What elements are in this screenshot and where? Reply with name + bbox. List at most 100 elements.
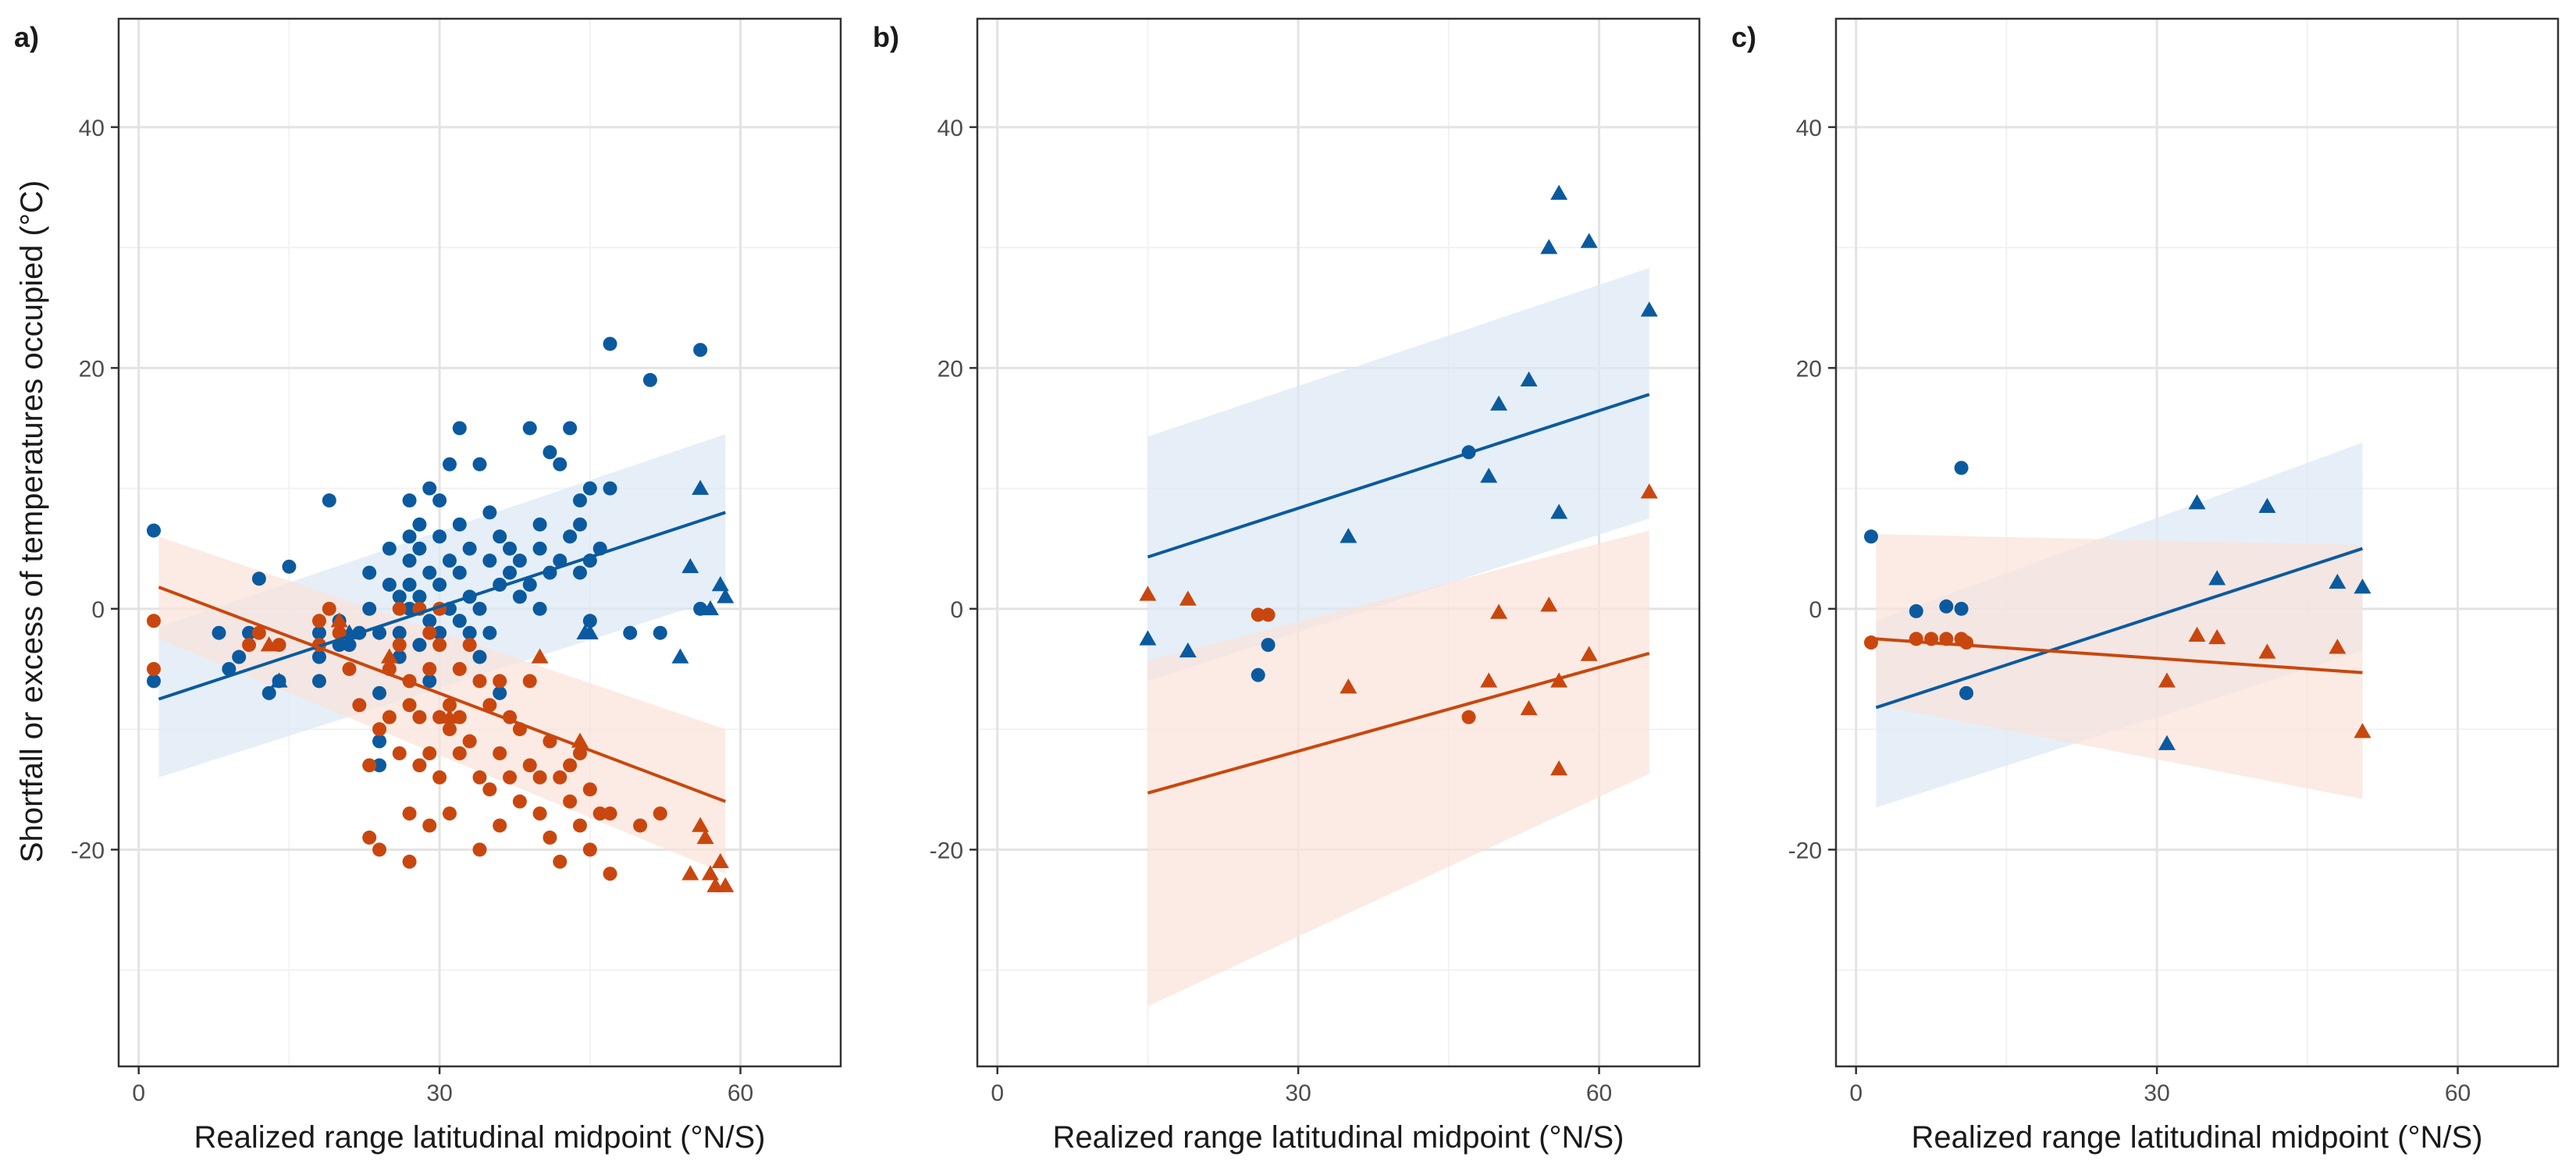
point-circle-orange (493, 818, 507, 833)
point-circle-blue (251, 571, 266, 586)
panel-border (117, 17, 842, 1068)
x-axis-title: Realized range latitudinal midpoint (°N/… (194, 1120, 766, 1155)
point-triangle-blue (681, 557, 699, 574)
point-circle-orange (1909, 632, 1923, 646)
x-tick-label: 30 (2144, 1080, 2169, 1106)
point-circle-blue (1909, 603, 1923, 618)
y-tick-label: 40 (1796, 116, 1822, 141)
point-circle-orange (146, 614, 161, 628)
point-circle-blue (512, 553, 527, 568)
panel-border (1834, 17, 2560, 1068)
point-circle-orange (332, 625, 347, 640)
panel-label: b) (873, 21, 899, 53)
point-circle-blue (412, 638, 427, 653)
x-tick-label: 0 (132, 1080, 145, 1106)
point-triangle-orange (1179, 590, 1197, 606)
point-circle-blue (412, 589, 427, 604)
y-tick-label: 40 (79, 116, 105, 141)
point-triangle-orange (717, 877, 735, 892)
fit-line-blue (158, 511, 726, 701)
point-circle-orange (572, 746, 587, 760)
fit-line-blue (1147, 393, 1650, 559)
point-circle-orange (422, 818, 437, 833)
point-circle-orange (1251, 607, 1265, 622)
point-circle-blue (362, 565, 377, 580)
point-circle-orange (1863, 635, 1878, 650)
point-circle-orange (342, 661, 357, 676)
point-triangle-blue (1540, 239, 1558, 254)
point-triangle-blue (1490, 395, 1508, 411)
y-axis-title: Shortfall or excess of temperatures occu… (15, 180, 49, 863)
x-tick-label: 60 (1586, 1080, 1612, 1106)
point-circle-orange (553, 770, 568, 785)
point-circle-blue (572, 517, 587, 532)
point-triangle-blue (711, 575, 729, 592)
point-circle-blue (146, 523, 161, 538)
point-triangle-orange (440, 708, 458, 724)
point-circle-blue (582, 481, 597, 496)
point-circle-orange (532, 770, 547, 785)
point-circle-orange (352, 698, 367, 713)
y-tick-label: 0 (1809, 597, 1822, 623)
point-circle-blue (402, 553, 417, 568)
point-triangle-orange (692, 817, 710, 832)
point-circle-orange (532, 806, 547, 821)
point-circle-orange (392, 601, 407, 616)
point-circle-blue (232, 650, 247, 664)
point-circle-orange (402, 854, 417, 869)
point-triangle-blue (1139, 630, 1157, 646)
point-circle-blue (242, 625, 257, 640)
point-circle-blue (503, 541, 518, 556)
point-triangle-orange (2354, 723, 2371, 739)
point-circle-orange (563, 794, 578, 809)
point-circle-blue (563, 421, 578, 436)
point-circle-orange (462, 638, 477, 653)
point-triangle-blue (1550, 504, 1568, 519)
point-circle-blue (572, 493, 587, 508)
point-circle-blue (382, 577, 397, 592)
point-circle-blue (442, 553, 457, 568)
point-circle-blue (482, 505, 497, 520)
point-circle-orange (242, 638, 257, 653)
point-circle-blue (452, 614, 467, 628)
point-circle-orange (472, 770, 487, 785)
point-circle-blue (582, 614, 597, 628)
point-triangle-orange (1480, 672, 1498, 688)
point-circle-blue (311, 650, 326, 664)
point-triangle-blue (2188, 494, 2206, 510)
y-tick-label: -20 (930, 838, 963, 863)
point-circle-blue (392, 625, 407, 640)
point-triangle-blue (1340, 528, 1357, 543)
point-circle-orange (362, 830, 377, 845)
point-circle-blue (432, 529, 447, 544)
point-circle-orange (472, 674, 487, 689)
point-circle-blue (572, 565, 587, 580)
panel-a: 0 30 60 -20 0 20 40 Realized range latitudinal … (14, 17, 842, 1155)
point-circle-orange (592, 806, 607, 821)
point-circle-orange (392, 638, 407, 653)
point-circle-orange (442, 806, 457, 821)
point-circle-blue (402, 601, 417, 616)
x-tick-label: 30 (426, 1080, 452, 1106)
x-tick-label: 60 (728, 1080, 753, 1106)
point-circle-blue (543, 445, 557, 460)
point-circle-orange (442, 722, 457, 737)
point-circle-blue (392, 589, 407, 604)
point-circle-orange (472, 842, 487, 857)
point-triangle-orange (696, 828, 714, 845)
point-triangle-blue (1640, 301, 1658, 317)
point-circle-blue (452, 517, 467, 532)
point-circle-blue (1251, 667, 1265, 682)
point-circle-blue (462, 541, 477, 556)
point-circle-blue (422, 565, 437, 580)
y-tick-label: 0 (91, 597, 105, 623)
point-circle-orange (146, 661, 161, 676)
point-triangle-blue (1480, 468, 1498, 483)
point-circle-orange (582, 842, 597, 857)
point-triangle-orange (1550, 760, 1568, 776)
point-circle-blue (603, 481, 617, 496)
point-circle-blue (1863, 529, 1878, 544)
point-circle-blue (372, 685, 387, 700)
point-circle-orange (402, 698, 417, 713)
point-circle-orange (382, 710, 397, 724)
